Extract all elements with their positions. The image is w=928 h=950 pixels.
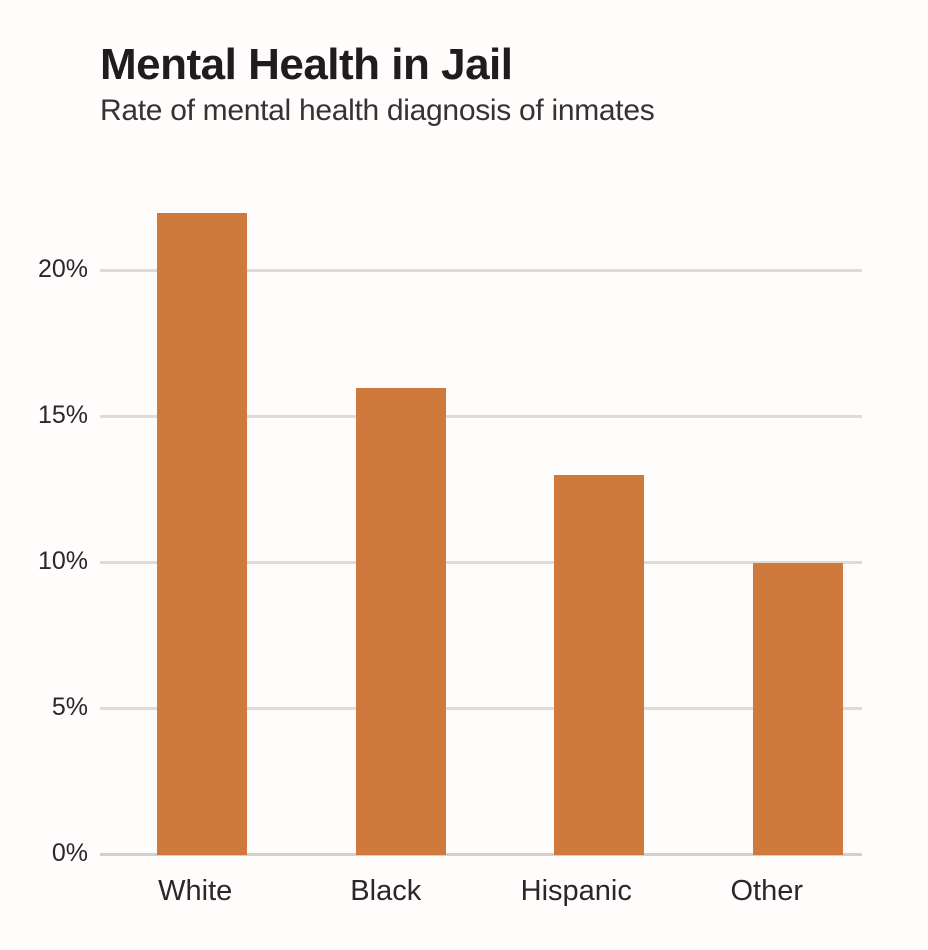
bar-other bbox=[753, 563, 843, 855]
plot-area: 0% 5% 10% 15% 20% White Black Hispanic Other bbox=[38, 170, 862, 907]
bar-black bbox=[356, 387, 446, 855]
y-tick-label-0: 0% bbox=[51, 839, 88, 867]
x-tick-label-hispanic: Hispanic bbox=[520, 875, 632, 907]
y-tick-label-20: 20% bbox=[37, 255, 88, 283]
y-tick-label-10: 10% bbox=[37, 547, 88, 575]
bar-hispanic bbox=[554, 475, 644, 855]
y-tick-label-15: 15% bbox=[37, 401, 88, 429]
chart-title: Mental Health in Jail bbox=[100, 40, 513, 89]
x-tick-label-white: White bbox=[158, 875, 233, 907]
y-tick-label-5: 5% bbox=[51, 693, 88, 721]
bar-white bbox=[157, 212, 247, 855]
gridline-20 bbox=[100, 269, 862, 272]
chart-subtitle: Rate of mental health diagnosis of inmat… bbox=[100, 94, 655, 127]
gridline-0 bbox=[100, 853, 862, 856]
x-tick-label-black: Black bbox=[350, 875, 422, 907]
gridline-15 bbox=[100, 415, 862, 418]
gridline-10 bbox=[100, 561, 862, 564]
gridline-5 bbox=[100, 707, 862, 710]
x-tick-label-other: Other bbox=[730, 875, 804, 907]
